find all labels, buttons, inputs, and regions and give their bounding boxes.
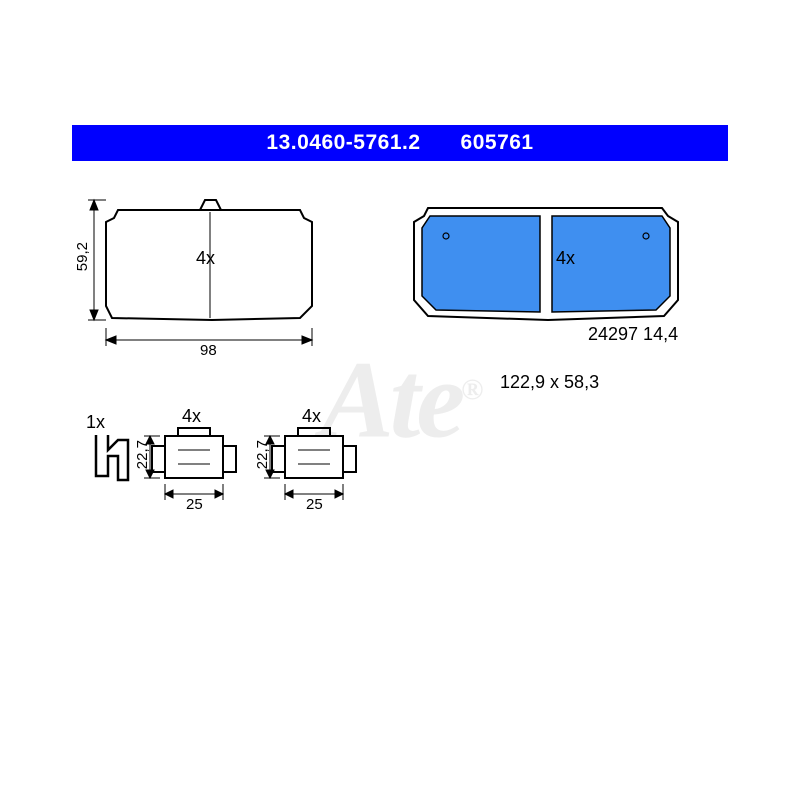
hw2-height: 22,7 <box>254 440 271 469</box>
clip-qty: 1x <box>86 412 105 433</box>
diagram-svg <box>0 0 800 800</box>
outline-pad-qty: 4x <box>196 248 215 269</box>
outline-pad-group <box>88 200 312 346</box>
hw1-width: 25 <box>186 496 203 513</box>
hw2-width: 25 <box>306 496 323 513</box>
outline-pad-width: 98 <box>200 342 217 359</box>
friction-pad-info: 24297 14,4 <box>588 324 678 345</box>
clip-group <box>96 435 128 480</box>
friction-pad-group <box>414 200 678 320</box>
hw2-qty: 4x <box>302 406 321 427</box>
friction-pad-dims: 122,9 x 58,3 <box>500 372 599 393</box>
friction-pad-qty: 4x <box>556 248 575 269</box>
hw2-group <box>264 428 356 500</box>
hw1-qty: 4x <box>182 406 201 427</box>
hw1-height: 22,7 <box>134 440 151 469</box>
outline-pad-height: 59,2 <box>74 242 91 271</box>
hw1-group <box>144 428 236 500</box>
